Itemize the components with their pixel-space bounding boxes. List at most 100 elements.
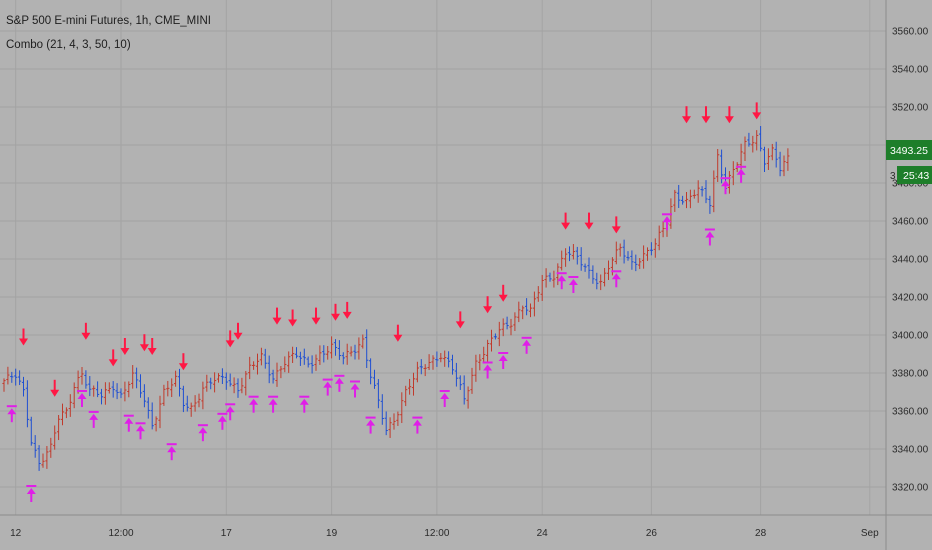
sell-arrow: [147, 338, 157, 355]
ohlc-bar: [193, 395, 197, 412]
ohlc-bar: [45, 446, 49, 469]
ohlc-bar: [174, 370, 178, 387]
ohlc-bar: [138, 374, 143, 398]
buy-arrow: [26, 485, 37, 502]
buy-arrow: [736, 165, 747, 183]
ohlc-bar: [474, 354, 478, 382]
sell-arrow: [682, 106, 691, 124]
sell-arrow: [81, 322, 91, 340]
sell-arrow: [19, 328, 28, 346]
sell-arrow: [108, 349, 118, 367]
buy-arrow: [365, 416, 376, 434]
ohlc-bar: [688, 189, 692, 209]
sell-arrow: [393, 324, 403, 342]
ohlc-bar: [306, 356, 310, 368]
price-tick-label: 3560.00: [892, 27, 929, 38]
price-tick-label: 3440.00: [892, 255, 929, 266]
sell-arrow: [288, 309, 298, 327]
ohlc-bar: [599, 274, 603, 291]
sell-arrow: [233, 322, 243, 340]
ohlc-bar: [614, 241, 618, 265]
ohlc-bar: [770, 143, 774, 161]
buy-arrow: [482, 361, 493, 379]
ohlc-bar: [201, 381, 205, 410]
buy-arrow: [135, 422, 146, 440]
ohlc-bar: [392, 413, 396, 430]
ohlc-bar: [53, 425, 57, 450]
ohlc-bar: [322, 345, 326, 363]
symbol-title[interactable]: S&P 500 E-mini Futures, 1h, CME_MINI: [6, 15, 211, 27]
ohlc-bar: [18, 370, 22, 386]
ohlc-bar: [33, 435, 37, 458]
price-tick-label: 3340.00: [892, 445, 929, 456]
ohlc-bar: [482, 346, 486, 362]
ohlc-bar: [318, 345, 322, 365]
buy-arrow: [197, 424, 208, 442]
ohlc-bar: [567, 246, 572, 262]
indicator-title[interactable]: Combo (21, 4, 3, 50, 10): [6, 39, 131, 51]
ohlc-bar: [778, 151, 782, 177]
ohlc-bar: [528, 303, 533, 318]
ohlc-bar: [708, 195, 712, 214]
ohlc-bar: [244, 370, 248, 396]
ohlc-bar: [357, 337, 361, 360]
ohlc-bar: [326, 346, 330, 360]
ohlc-bar: [209, 377, 213, 390]
ohlc-bar: [419, 359, 423, 375]
buy-arrow: [123, 414, 134, 432]
ohlc-bar: [408, 378, 412, 395]
ohlc-bar: [60, 403, 65, 426]
ohlc-bar: [135, 367, 139, 389]
ohlc-bar: [696, 180, 700, 203]
ohlc-bar: [774, 141, 778, 168]
time-axis[interactable]: 12 12:00 17 19 12:00 24 26 28 Sep: [10, 528, 879, 539]
grid-lines: [0, 0, 886, 515]
ohlc-bar: [470, 367, 474, 394]
ohlc-bar: [525, 298, 529, 316]
ohlc-bar: [466, 386, 470, 409]
ohlc-bar: [29, 416, 33, 446]
buy-arrow: [88, 410, 99, 428]
ohlc-bar: [150, 402, 154, 430]
ohlc-bar: [68, 394, 72, 417]
ohlc-bar: [380, 394, 384, 425]
ohlc-bar: [302, 348, 306, 365]
ohlc-bar: [583, 263, 587, 272]
ohlc-bar: [287, 351, 291, 373]
time-tick-label: 12:00: [424, 528, 449, 539]
sell-arrow: [455, 311, 465, 329]
ohlc-bar: [630, 250, 634, 270]
buy-arrow: [225, 403, 236, 421]
sell-arrow: [120, 338, 130, 355]
ohlc-bar: [782, 155, 786, 177]
sell-arrow: [139, 334, 149, 352]
ohlc-bar: [333, 339, 338, 356]
last-price-value: 3493.25: [890, 145, 928, 157]
ohlc-bar: [14, 368, 18, 386]
ohlc-bar: [189, 402, 193, 417]
buy-arrow: [350, 380, 360, 398]
ohlc-bar: [177, 368, 182, 397]
buy-arrow: [77, 390, 87, 407]
ohlc-bar: [298, 351, 302, 366]
buy-arrow: [334, 374, 345, 392]
price-tick-label: 3320.00: [892, 483, 929, 494]
ohlc-bar: [170, 378, 174, 398]
ohlc-bar: [591, 265, 595, 284]
ohlc-bar: [337, 340, 341, 360]
ohlc-bar: [88, 376, 92, 397]
ohlc-bar: [486, 339, 490, 363]
ohlc-bar: [259, 347, 263, 366]
sell-arrow: [584, 212, 594, 230]
ohlc-bar: [220, 368, 224, 385]
ohlc-bar: [283, 356, 287, 373]
buy-arrow: [498, 352, 509, 369]
ohlc-bar: [517, 301, 521, 323]
ohlc-bar: [489, 329, 494, 352]
ohlc-bar: [575, 246, 579, 265]
ohlc-bar: [345, 343, 349, 365]
buy-arrow: [322, 378, 333, 396]
price-tick-label: 3400.00: [892, 331, 929, 342]
ohlc-bar: [376, 379, 380, 409]
